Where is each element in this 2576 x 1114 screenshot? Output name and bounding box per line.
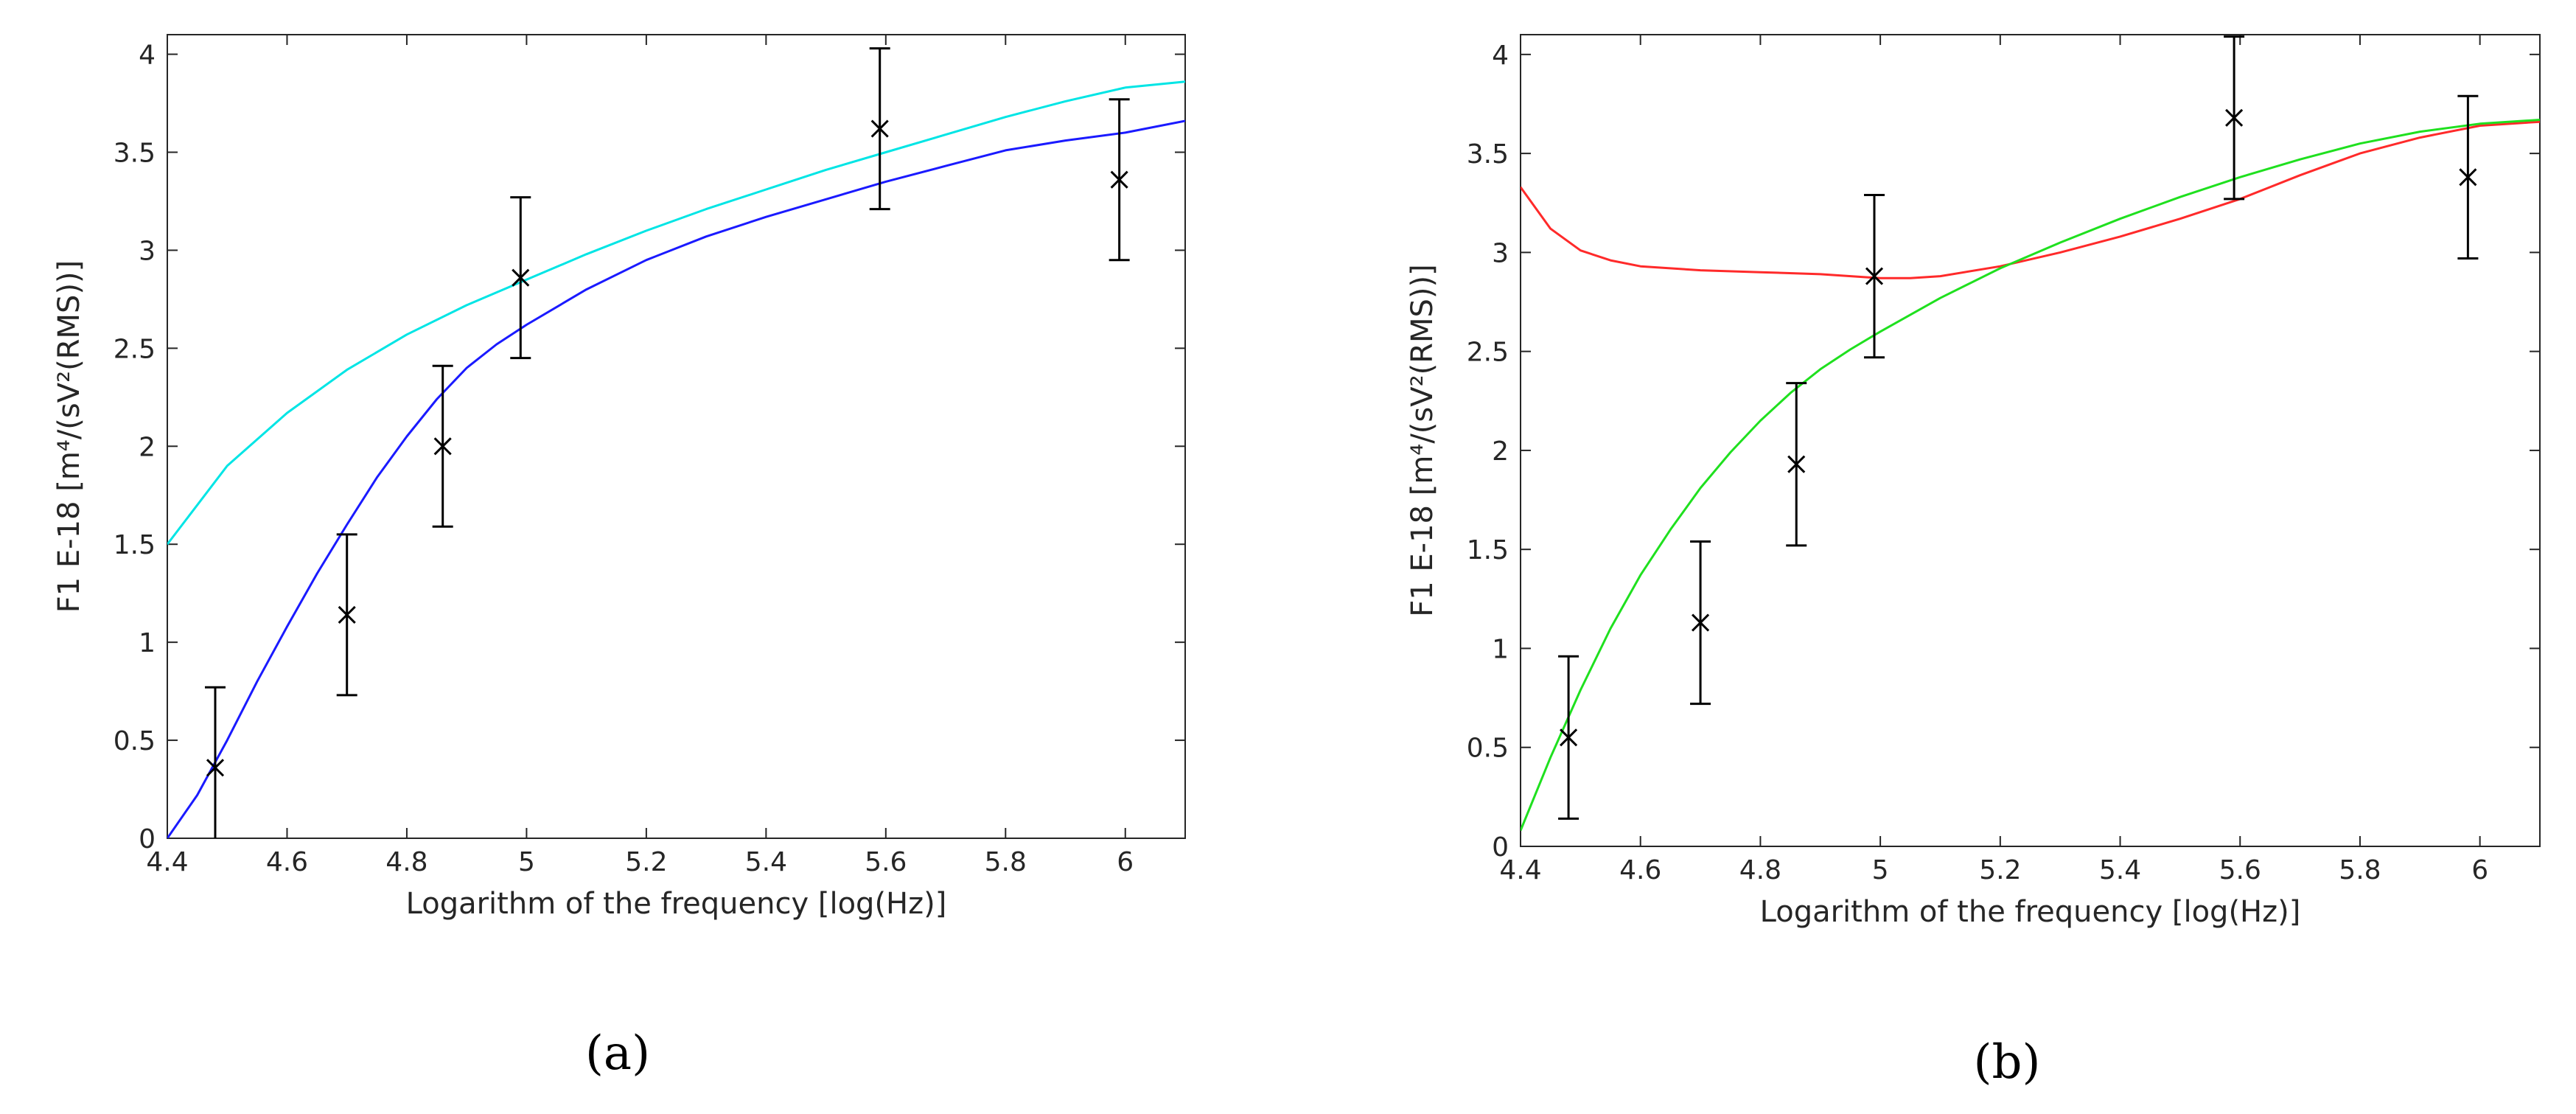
data-marker-x [1110, 170, 1128, 189]
y-tick-label: 3.5 [1467, 139, 1509, 170]
x-axis-label: Logarithm of the frequency [log(Hz)] [406, 887, 947, 921]
y-axis-label: F1 E-18 [m⁴/(sV²(RMS))] [52, 260, 86, 613]
panel-caption: (b) [1974, 1035, 2041, 1090]
x-tick-label: 5.4 [745, 847, 787, 877]
error-bar-point [432, 364, 453, 528]
y-tick-label: 0.5 [114, 726, 156, 756]
data-marker-x [2459, 168, 2477, 187]
x-tick-label: 4.8 [1739, 855, 1781, 885]
y-tick-label: 0 [1492, 832, 1509, 863]
y-tick-label: 3 [1492, 238, 1509, 268]
data-marker-x [1560, 728, 1578, 747]
series-line-red-fit [1521, 120, 2540, 279]
series-line-green-fit [1521, 119, 2540, 832]
data-marker-x [1787, 455, 1806, 473]
error-bar-point [1786, 382, 1807, 547]
error-bar-point [1690, 540, 1711, 706]
y-tick-label: 2 [139, 432, 156, 462]
y-tick-label: 1.5 [114, 530, 156, 560]
x-tick-label: 5.8 [2339, 855, 2381, 885]
y-tick-label: 4 [139, 41, 156, 71]
x-tick-label: 5.2 [1979, 855, 2021, 885]
plot-area [1520, 34, 2541, 847]
error-bar-point [2457, 94, 2479, 260]
y-tick-label: 1.5 [1467, 535, 1509, 565]
y-axis-label: F1 E-18 [m⁴/(sV²(RMS))] [1406, 264, 1439, 617]
chart-b: 4.4 4.6 4.8 5 5.2 5.4 5.6 5.8 6 0 0.5 1 1.5 2 2.5 3 3.5 4… [1406, 34, 2541, 1090]
x-tick-label: 5 [1872, 855, 1889, 885]
x-tick-label: 5.8 [985, 847, 1027, 877]
x-tick-label: 4.6 [1619, 855, 1661, 885]
x-tick-label: 6 [1117, 847, 1134, 877]
x-tick-label: 6 [2471, 855, 2488, 885]
y-tick-label: 3.5 [114, 139, 156, 169]
y-tick-label: 2 [1492, 436, 1509, 467]
x-tick-label: 5.2 [625, 847, 667, 877]
data-marker-x [512, 268, 530, 287]
chart-a: 4.4 4.6 4.8 5 5.2 5.4 5.6 5.8 6 0 0.5 1 1.5 2 2.5 3 3.5 4… [52, 34, 1186, 1081]
x-tick-label: 5.6 [865, 847, 907, 877]
error-bar-point [2224, 35, 2245, 201]
data-marker-x [1691, 613, 1710, 632]
x-tick-label: 5.6 [2219, 855, 2261, 885]
data-marker-x [206, 759, 225, 777]
y-tick-label: 0.5 [1467, 734, 1509, 764]
data-marker-x [338, 605, 356, 624]
series-line-blue-fit [167, 119, 1185, 838]
y-tick-label: 1 [139, 628, 156, 658]
series-line-cyan-fit [167, 80, 1185, 546]
x-tick-label: 4.4 [1499, 855, 1541, 885]
x-tick-label: 4.8 [385, 847, 427, 877]
y-tick-label: 1 [1492, 634, 1509, 664]
x-tick-label: 4.6 [266, 847, 308, 877]
data-marker-x [1865, 267, 1884, 285]
x-tick-label: 4.4 [146, 847, 188, 877]
y-tick-label: 0 [139, 824, 156, 854]
y-tick-label: 4 [1492, 41, 1509, 71]
error-bar-point [1109, 98, 1130, 262]
y-tick-label: 2.5 [1467, 338, 1509, 368]
plot-area [167, 34, 1186, 839]
error-bar-point [204, 686, 226, 838]
error-bar-point [1863, 194, 1885, 359]
y-tick-label: 2.5 [114, 334, 156, 364]
x-axis-label: Logarithm of the frequency [log(Hz)] [1760, 895, 2301, 929]
data-marker-x [433, 437, 452, 456]
error-bar-point [336, 533, 357, 697]
error-bar-point [1558, 655, 1580, 820]
data-marker-x [2225, 108, 2244, 127]
error-bar-point [869, 47, 890, 211]
y-tick-label: 3 [139, 236, 156, 266]
data-marker-x [870, 119, 889, 138]
x-tick-label: 5 [518, 847, 535, 877]
panel-caption: (a) [585, 1026, 650, 1081]
error-bar-point [510, 196, 531, 360]
x-tick-label: 5.4 [2099, 855, 2141, 885]
